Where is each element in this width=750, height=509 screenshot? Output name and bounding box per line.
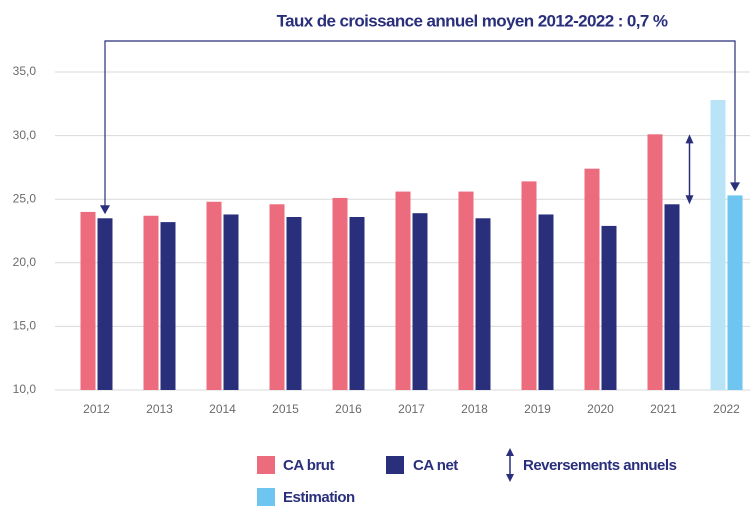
bar	[395, 191, 411, 390]
bar	[521, 181, 537, 390]
bar	[80, 211, 96, 390]
bar	[601, 225, 617, 390]
bar	[223, 214, 239, 390]
x-tick-label: 2021	[650, 402, 677, 416]
legend-swatch	[386, 456, 404, 474]
bar	[269, 204, 285, 390]
bar	[584, 168, 600, 390]
y-tick-label: 20,0	[13, 255, 37, 269]
bar	[143, 215, 159, 390]
x-tick-label: 2015	[272, 402, 299, 416]
legend-label: Estimation	[283, 489, 355, 506]
bar	[412, 213, 428, 390]
bar	[349, 217, 365, 390]
bar	[97, 218, 113, 390]
bar	[206, 201, 222, 390]
x-tick-label: 2020	[587, 402, 614, 416]
arrow-head	[685, 195, 694, 205]
bar	[332, 197, 348, 390]
y-tick-label: 15,0	[13, 319, 37, 333]
x-tick-label: 2013	[146, 402, 173, 416]
bar	[286, 217, 302, 390]
bar	[647, 134, 663, 390]
growth-bracket	[104, 40, 736, 207]
y-tick-label: 25,0	[13, 191, 37, 205]
bar	[538, 214, 554, 390]
y-tick-label: 30,0	[13, 128, 37, 142]
bar	[710, 99, 726, 390]
legend-swatch	[257, 488, 275, 506]
arrow-head	[730, 182, 740, 192]
arrow-head	[506, 448, 514, 456]
bar	[475, 218, 491, 390]
x-tick-label: 2022	[713, 402, 740, 416]
bar	[458, 191, 474, 390]
arrow-head	[100, 205, 110, 215]
x-tick-label: 2016	[335, 402, 362, 416]
x-tick-label: 2014	[209, 402, 236, 416]
bar	[664, 204, 680, 390]
arrow-head	[685, 134, 694, 144]
legend-swatch	[257, 456, 275, 474]
legend-label: CA net	[413, 457, 458, 474]
x-tick-label: 2017	[398, 402, 425, 416]
legend-label: CA brut	[283, 457, 334, 474]
arrow-head	[506, 474, 514, 482]
x-tick-label: 2019	[524, 402, 551, 416]
chart-title: Taux de croissance annuel moyen 2012-202…	[277, 11, 668, 30]
y-tick-label: 35,0	[13, 64, 37, 78]
bar	[160, 222, 176, 390]
legend-label: Reversements annuels	[523, 457, 677, 474]
bar	[727, 195, 743, 390]
y-tick-label: 10,0	[13, 382, 37, 396]
x-tick-label: 2012	[83, 402, 110, 416]
x-tick-label: 2018	[461, 402, 488, 416]
